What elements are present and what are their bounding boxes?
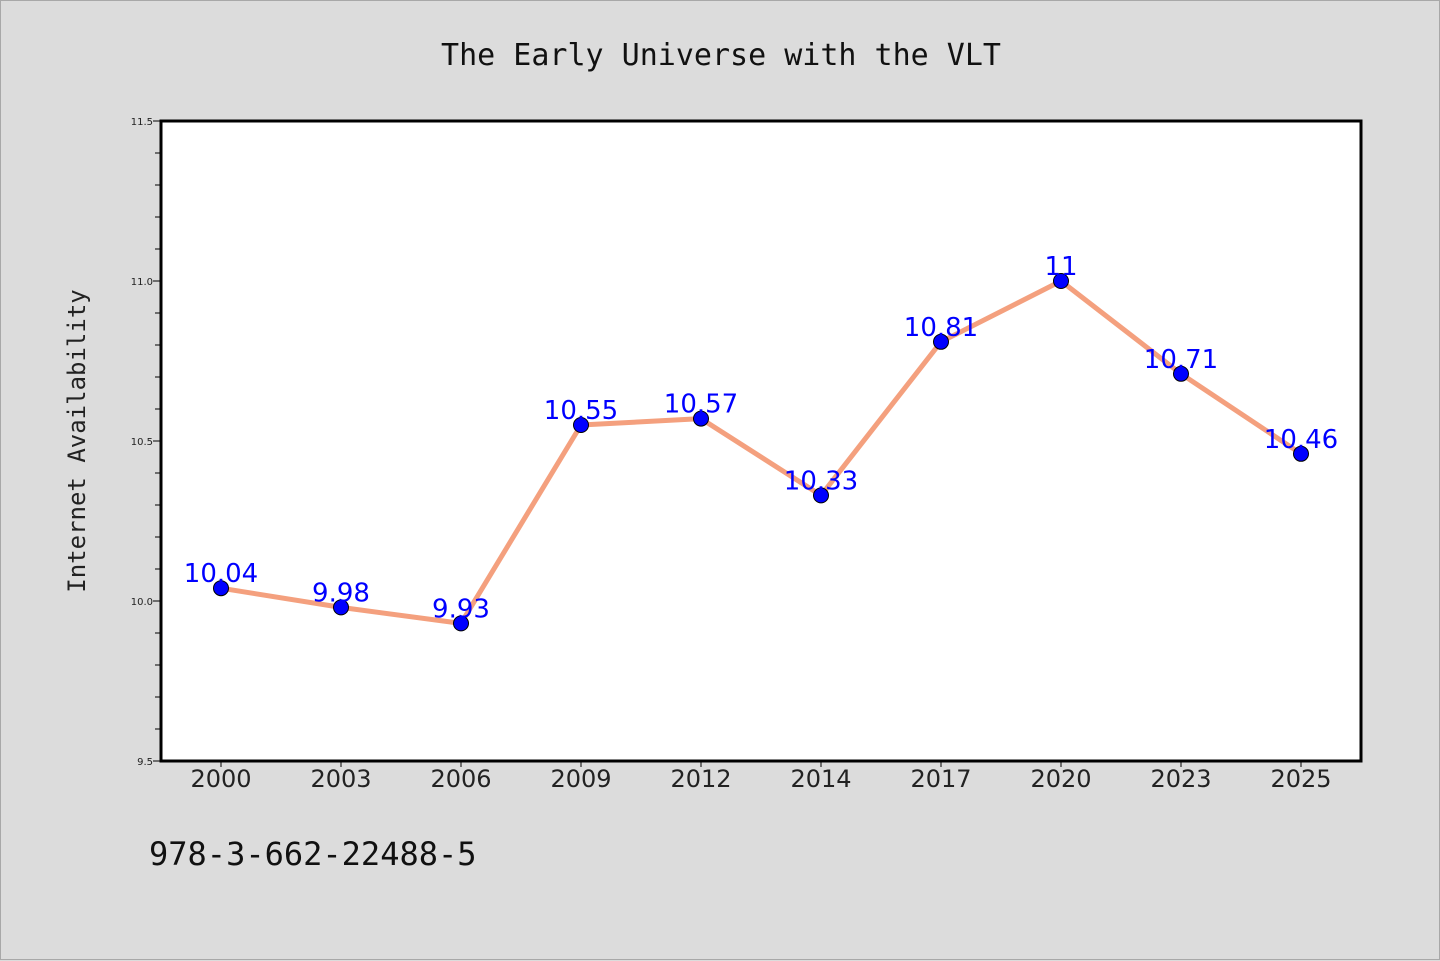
x-tick-label: 2025 (1270, 765, 1331, 793)
data-markers (213, 273, 1309, 632)
data-point (1173, 365, 1189, 382)
y-tick-label: 10.5 (131, 437, 153, 448)
data-point (333, 599, 349, 616)
data-label: 10.71 (1144, 345, 1218, 375)
data-point (1293, 445, 1309, 462)
y-tick-label: 11.0 (131, 277, 153, 288)
x-tick-label: 2023 (1150, 765, 1211, 793)
data-label: 9.98 (312, 578, 370, 608)
data-point (453, 615, 469, 632)
chart-title: The Early Universe with the VLT (441, 38, 1001, 73)
x-tick-label: 2012 (670, 765, 731, 793)
data-label: 11 (1044, 252, 1077, 282)
x-tick-label: 2020 (1030, 765, 1091, 793)
y-tick-label: 9.5 (137, 757, 153, 768)
data-point (693, 410, 709, 427)
x-tick-label: 2006 (430, 765, 491, 793)
y-axis-label: Internet Availability (63, 289, 91, 592)
data-label: 10.81 (904, 313, 978, 343)
data-label: 10.55 (544, 396, 618, 426)
plot-area (159, 119, 1363, 763)
data-point (213, 580, 229, 597)
x-tick-label: 2000 (190, 765, 251, 793)
x-tick-label: 2009 (550, 765, 611, 793)
data-label: 10.04 (184, 559, 258, 589)
y-axis-minor-ticks (153, 120, 161, 762)
data-point (933, 333, 949, 350)
x-tick-label: 2014 (790, 765, 851, 793)
x-tick-label: 2017 (910, 765, 971, 793)
x-tick-label: 2003 (310, 765, 371, 793)
data-label: 10.57 (664, 390, 738, 420)
y-tick-label: 11.5 (131, 117, 153, 128)
y-tick-label: 10.0 (131, 597, 153, 608)
series-line (220, 278, 1303, 626)
data-label: 10.33 (784, 466, 858, 496)
data-point (573, 417, 589, 433)
x-axis-ticks: 2000 2003 2006 2009 2012 2014 2017 2020 2023 2025 (190, 761, 1332, 793)
data-point (813, 487, 829, 504)
y-axis-ticks: 9.5 10.0 10.5 11.0 11.5 (131, 117, 153, 768)
data-label: 9.93 (432, 594, 490, 624)
footer-isbn: 978-3-662-22488-5 (149, 835, 477, 873)
data-labels: 10.04 9.98 9.93 10.55 10.57 10.33 10.81 11 10.71… (184, 252, 1338, 624)
data-label: 10.46 (1264, 425, 1338, 455)
data-point (1053, 273, 1069, 289)
